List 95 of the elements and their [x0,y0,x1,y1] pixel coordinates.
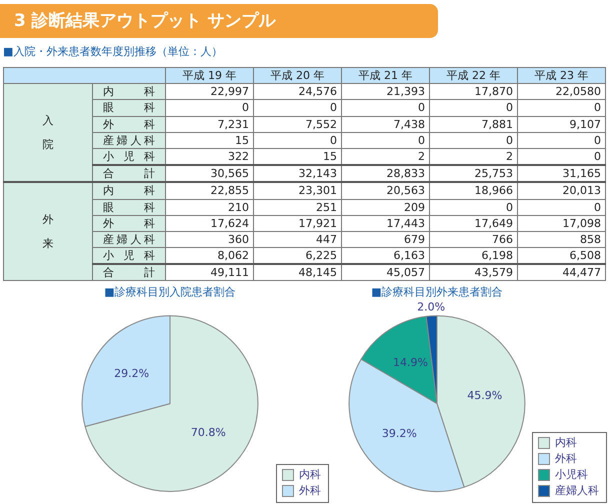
text: 679 [404,232,425,246]
text: 6,225 [306,249,337,262]
text: 322 [228,150,249,164]
text: 20,013 [562,184,601,198]
text: 0 [594,101,601,114]
legend-label: 小児科 [555,468,588,481]
text: 0 [418,101,425,114]
text: 6,198 [482,249,513,262]
y-tick-label: 合計 [102,166,156,182]
chart-title: ■診療科目別外来患者割合 [371,285,503,298]
text: 23,301 [298,184,337,198]
y-tick-label: 内科 [102,84,156,100]
chart-title: ■診療科目別入院患者割合 [104,285,236,298]
y-tick-label: 内科 [102,183,156,198]
text: 9,107 [570,118,601,131]
text: 18,966 [474,184,513,198]
text: 251 [316,200,337,214]
text: 31,165 [562,167,601,180]
text: 24,576 [298,85,337,98]
text: 外来 [4,182,92,281]
text: 30,565 [210,167,249,180]
text: 22,0580 [556,85,601,98]
text: 8,062 [218,249,249,262]
data-label: 14.9% [392,356,428,370]
text: 7,881 [482,118,513,131]
text: 17,098 [562,216,601,230]
text: 0 [330,101,337,114]
y-tick-label: 合計 [102,265,156,280]
text: 20,563 [386,184,425,198]
x-tick-label: 平成 20 年 [254,68,342,84]
legend-label: 外科 [555,452,577,465]
text: 209 [404,200,425,214]
legend-label: 内科 [555,436,577,449]
x-tick-label: 平成 23 年 [518,68,606,84]
text: 2 [418,150,425,164]
text: 0 [594,150,601,164]
y-tick-label: 眼科 [102,100,156,116]
text: 0 [506,101,513,114]
text: 0 [242,101,249,114]
text: 32,143 [298,167,337,180]
text: 858 [580,232,601,246]
y-tick-label: 産婦人科 [102,132,156,148]
y-tick-label: 小児科 [102,149,156,164]
text: 15 [323,150,337,164]
text: 0 [506,134,513,147]
text: 44,477 [562,266,601,280]
text: 0 [594,200,601,214]
data-label: 39.2% [382,426,417,440]
text: 210 [228,200,249,214]
y-tick-label: 小児科 [102,248,156,264]
legend-label: 内科 [299,468,321,481]
y-tick-label: 外科 [102,116,156,132]
data-label: 2.0% [417,300,446,314]
text: 17,870 [474,85,513,98]
y-tick-label: 眼科 [102,200,156,215]
text: 2 [506,150,513,164]
chart-title: 3 診断結果アウトプット サンプル [0,4,438,38]
text: 360 [228,232,249,246]
text: 17,443 [386,216,425,230]
data-label: 29.2% [114,367,150,380]
text: 入院 [4,84,92,182]
text: 28,833 [386,167,425,180]
x-tick-label: 平成 19 年 [166,68,254,84]
text: 7,438 [394,118,425,131]
x-tick-label: 平成 21 年 [342,68,430,84]
text: 17,624 [210,216,249,230]
text: 45,057 [386,266,425,280]
y-tick-label: 産婦人科 [102,232,156,247]
text: 22,855 [210,184,249,198]
text: 766 [492,232,513,246]
y-tick-label: 外科 [102,216,156,231]
data-label: 70.8% [190,426,226,439]
text: 0 [594,134,601,147]
legend-label: 外科 [299,484,321,497]
text: 22,997 [210,85,249,98]
text: 7,231 [218,118,249,131]
text: 43,579 [474,266,513,280]
data-label: 45.9% [467,388,502,402]
text: 0 [418,134,425,147]
text: 49,111 [210,266,249,280]
legend-label: 産婦人科 [555,484,599,497]
x-tick-label: 平成 22 年 [430,68,518,84]
text: 0 [506,200,513,214]
text: 0 [330,134,337,147]
text: 6,163 [394,249,425,262]
text: 7,552 [306,118,337,131]
chart-subtitle: ■入院・外来患者数年度別推移（単位：人） [3,44,222,59]
text: 48,145 [298,266,337,280]
text: 15 [235,134,249,147]
text: 447 [316,232,337,246]
text: 17,921 [298,216,337,230]
text: 21,393 [386,85,425,98]
text: 6,508 [570,249,601,262]
text: 17,649 [474,216,513,230]
text: 25,753 [474,167,513,180]
